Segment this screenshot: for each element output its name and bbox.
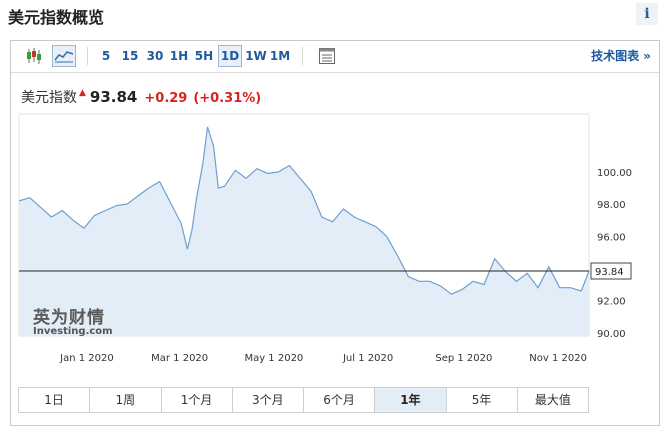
- interval-1w[interactable]: 1W: [245, 49, 267, 63]
- candlestick-icon[interactable]: [23, 45, 45, 67]
- y-tick-label: 90.00: [597, 329, 626, 340]
- quote-header: 美元指数 ▲ 93.84 +0.29 (+0.31%): [21, 87, 261, 107]
- range-3m[interactable]: 3个月: [233, 388, 304, 412]
- x-tick-label: Jul 1 2020: [342, 353, 393, 364]
- area-chart-icon[interactable]: [52, 45, 76, 67]
- interval-5h[interactable]: 5H: [194, 49, 214, 63]
- interval-1h[interactable]: 1H: [169, 49, 189, 63]
- x-tick-label: Mar 1 2020: [151, 353, 208, 364]
- price-change: +0.29: [144, 91, 188, 106]
- range-selector: 1日 1周 1个月 3个月 6个月 1年 5年 最大值: [18, 387, 589, 413]
- range-1w[interactable]: 1周: [90, 388, 162, 412]
- up-arrow-icon: ▲: [79, 88, 86, 98]
- y-tick-label: 98.00: [597, 200, 626, 211]
- price-change-percent: (+0.31%): [193, 91, 262, 106]
- chart-toolbar: 5 15 30 1H 5H 1D 1W 1M 技术图表 »: [11, 41, 659, 73]
- x-tick-label: Nov 1 2020: [529, 353, 587, 364]
- investing-logo: 英为财情 Investing.com: [33, 303, 113, 337]
- last-price: 93.84: [89, 88, 138, 106]
- last-price-box: [590, 262, 632, 280]
- page-title: 美元指数概览: [8, 8, 105, 27]
- instrument-name: 美元指数: [21, 90, 77, 106]
- series-line: [18, 126, 590, 295]
- interval-30[interactable]: 30: [146, 49, 164, 63]
- range-1y[interactable]: 1年: [375, 388, 447, 412]
- interval-1d[interactable]: 1D: [218, 45, 242, 67]
- range-max[interactable]: 最大值: [534, 393, 571, 407]
- chart-panel: 5 15 30 1H 5H 1D 1W 1M 技术图表 » 美元指数 ▲ 93.84…: [10, 40, 660, 426]
- y-tick-label: 92.00: [597, 297, 626, 308]
- table-icon[interactable]: [316, 45, 338, 67]
- y-tick-label: 96.00: [597, 232, 626, 243]
- series-area: [19, 126, 589, 337]
- interval-5[interactable]: 5: [101, 49, 111, 63]
- x-tick-label: Jan 1 2020: [59, 353, 114, 364]
- range-1d[interactable]: 1日: [19, 388, 91, 412]
- info-button[interactable]: i: [636, 3, 658, 25]
- range-1m[interactable]: 1个月: [162, 388, 233, 412]
- last-price-label: 93.84: [595, 267, 624, 278]
- toolbar-divider: [87, 47, 88, 65]
- logo-cn-text: 英为财情: [33, 308, 105, 328]
- toolbar-divider: [302, 47, 303, 65]
- price-chart[interactable]: 90.0092.0094.0096.0098.00100.0093.84Jan …: [11, 107, 659, 387]
- x-tick-label: Sep 1 2020: [435, 353, 492, 364]
- y-tick-label: 100.00: [597, 168, 632, 179]
- range-5y[interactable]: 5年: [447, 388, 518, 412]
- x-tick-label: May 1 2020: [244, 353, 303, 364]
- logo-en-text: Investing.com: [33, 326, 113, 337]
- interval-15[interactable]: 15: [121, 49, 139, 63]
- technical-chart-link[interactable]: 技术图表 »: [591, 49, 651, 63]
- range-6m[interactable]: 6个月: [304, 388, 376, 412]
- interval-1m[interactable]: 1M: [269, 49, 291, 63]
